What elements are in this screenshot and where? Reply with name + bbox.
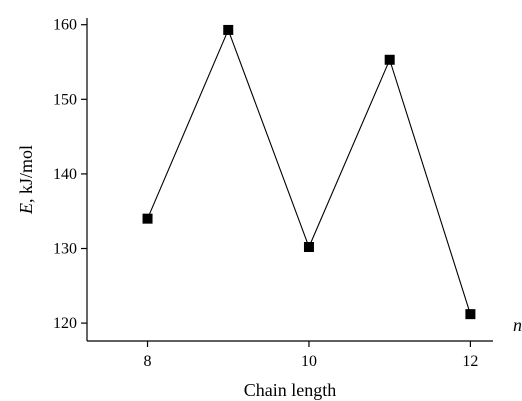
y-axis-title-unit: , kJ/mol: [16, 145, 36, 203]
x-axis-title: Chain length: [244, 380, 337, 400]
x-tick-label-8: 8: [144, 353, 152, 370]
y-tick-label-130: 130: [53, 241, 77, 258]
x-axis-ticks: 8 10 12: [144, 341, 478, 370]
y-axis-title-symbol: E: [16, 203, 36, 215]
y-tick-label-120: 120: [53, 315, 77, 332]
data-point-9: [223, 24, 234, 35]
data-point-10: [303, 242, 314, 253]
x-tick-label-12: 12: [462, 353, 478, 370]
y-tick-label-160: 160: [53, 17, 77, 34]
series-markers: [142, 24, 476, 320]
y-axis-title: E, kJ/mol: [16, 145, 36, 215]
data-point-12: [465, 309, 476, 320]
x-axis-variable-label: n: [513, 315, 522, 335]
data-point-11: [384, 54, 395, 65]
data-point-8: [142, 213, 153, 224]
x-tick-label-10: 10: [301, 353, 317, 370]
y-axis-ticks: 120 130 140 150 160: [53, 17, 87, 332]
series-line: [147, 28, 471, 315]
y-tick-label-150: 150: [53, 91, 77, 108]
y-tick-label-140: 140: [53, 166, 77, 183]
